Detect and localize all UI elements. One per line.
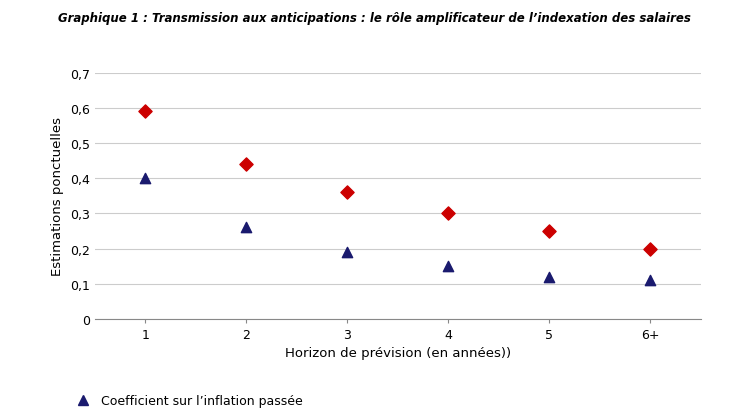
Point: [543, 274, 555, 280]
Y-axis label: Estimations ponctuelles: Estimations ponctuelles: [52, 117, 64, 276]
Point: [139, 109, 151, 115]
Point: [342, 189, 353, 196]
Point: [241, 162, 253, 168]
Point: [645, 277, 656, 284]
Point: [139, 175, 151, 182]
Point: [241, 225, 253, 231]
Point: [543, 228, 555, 235]
Point: [442, 263, 454, 270]
Legend: Coefficient sur l’inflation passée, Coefficient de l’inflation passée avec index: Coefficient sur l’inflation passée, Coef…: [71, 394, 481, 409]
Point: [342, 249, 353, 256]
X-axis label: Horizon de prévision (en années)): Horizon de prévision (en années)): [285, 346, 511, 360]
Text: Graphique 1 : Transmission aux anticipations : le rôle amplificateur de l’indexa: Graphique 1 : Transmission aux anticipat…: [58, 12, 691, 25]
Point: [442, 211, 454, 217]
Point: [645, 246, 656, 252]
